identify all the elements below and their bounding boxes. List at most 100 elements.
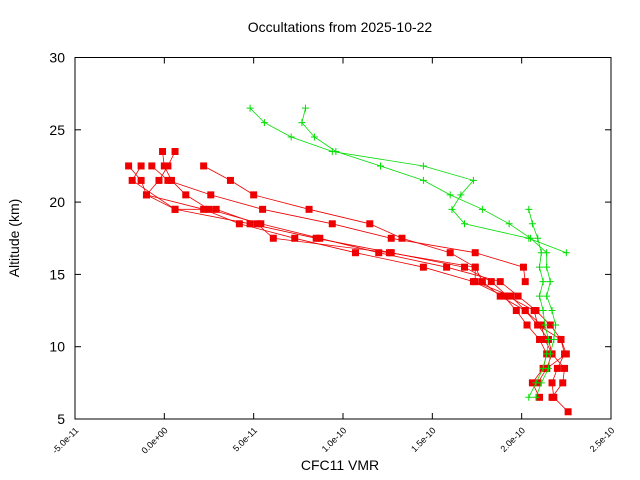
y-tick-label: 15 (49, 266, 65, 282)
data-point (514, 292, 522, 300)
data-point (548, 307, 556, 315)
data-point (259, 205, 267, 213)
data-point (543, 292, 551, 300)
profile-red-1 (159, 147, 572, 416)
data-point (503, 292, 511, 300)
data-point (553, 364, 561, 372)
data-point (419, 263, 427, 271)
data-point (128, 176, 136, 184)
x-tick-label: 5.0e-11 (231, 425, 259, 453)
data-point (246, 220, 254, 228)
data-point (460, 263, 468, 271)
data-point (507, 292, 515, 300)
data-point (544, 335, 552, 343)
profile-red-5 (200, 162, 570, 372)
series-line (203, 165, 567, 369)
data-point (253, 220, 261, 228)
data-point (457, 191, 465, 199)
data-point (182, 191, 190, 199)
data-point (316, 234, 324, 242)
data-point (469, 176, 477, 184)
data-point (471, 249, 479, 257)
series-line (301, 108, 557, 398)
y-tick-label: 25 (49, 122, 65, 138)
data-point (536, 292, 544, 300)
data-point (167, 176, 175, 184)
data-point (160, 162, 168, 170)
data-point (534, 234, 542, 242)
chart-title: Occultations from 2025-10-22 (248, 19, 433, 35)
data-point (419, 176, 427, 184)
profile-green-3 (246, 104, 570, 257)
data-point (564, 408, 572, 416)
data-point (541, 335, 549, 343)
series-line (145, 151, 553, 384)
data-point (269, 234, 277, 242)
series-line (162, 151, 569, 413)
data-point (562, 350, 570, 358)
data-point (537, 249, 545, 257)
x-tick-label: 2.5e-10 (588, 425, 617, 454)
data-point (235, 220, 243, 228)
y-tick-label: 10 (49, 339, 65, 355)
data-point (523, 321, 531, 329)
x-tick-label: 1.5e-10 (409, 425, 438, 454)
data-point (496, 292, 504, 300)
data-point (387, 234, 395, 242)
data-point (532, 379, 540, 387)
data-point (301, 104, 309, 112)
profile-red-6 (148, 162, 529, 286)
data-point (546, 278, 554, 286)
axis-ticks (74, 57, 612, 420)
data-point (487, 278, 495, 286)
data-point (528, 379, 536, 387)
data-point (312, 234, 320, 242)
data-point (328, 147, 336, 155)
data-point (528, 220, 536, 228)
data-point (543, 350, 551, 358)
x-tick-label: 1.0e-10 (320, 425, 349, 454)
data-point (543, 263, 551, 271)
data-point (137, 162, 145, 170)
data-point (525, 205, 533, 213)
data-point (287, 133, 295, 141)
data-point (548, 393, 556, 401)
data-point (298, 119, 306, 127)
data-point (305, 205, 313, 213)
data-point (536, 393, 544, 401)
data-point (478, 205, 486, 213)
data-point (559, 379, 567, 387)
data-point (537, 321, 545, 329)
data-point (546, 321, 554, 329)
data-point (171, 205, 179, 213)
data-point (536, 263, 544, 271)
data-point (207, 191, 215, 199)
data-point (385, 249, 393, 257)
data-point (471, 263, 479, 271)
series-line (249, 107, 567, 254)
data-point (521, 307, 529, 315)
data-point (505, 220, 513, 228)
data-point (171, 147, 179, 155)
data-point (536, 335, 544, 343)
data-point (443, 263, 451, 271)
data-point (328, 220, 336, 228)
data-point (534, 321, 542, 329)
data-point (532, 393, 540, 401)
series-line (528, 209, 549, 398)
data-point (246, 104, 254, 112)
y-axis-label: Altitude (km) (6, 199, 22, 278)
data-point (525, 234, 533, 242)
data-point (539, 278, 547, 286)
x-tick-labels: -5.0e-11 0.0e+00 5.0e-11 1.0e-10 1.5e-10 2.0e… (50, 425, 616, 455)
data-point (539, 307, 547, 315)
data-point (375, 249, 383, 257)
series-line (151, 165, 526, 282)
data-point (562, 249, 570, 257)
data-point (448, 205, 456, 213)
data-point (460, 220, 468, 228)
data-point (398, 234, 406, 242)
data-point (377, 162, 385, 170)
data-point (541, 321, 549, 329)
x-tick-label: -5.0e-11 (50, 425, 80, 455)
